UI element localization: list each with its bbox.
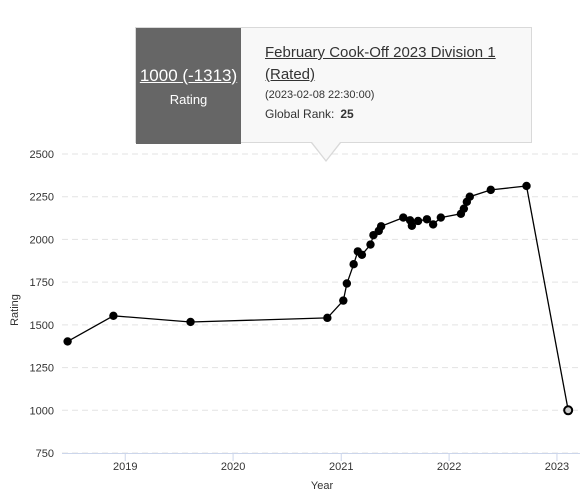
data-point[interactable] <box>399 213 408 222</box>
data-point[interactable] <box>366 240 375 249</box>
data-point[interactable] <box>413 216 423 226</box>
data-point[interactable] <box>428 220 438 229</box>
y-tick-label-2500: 2500 <box>30 149 54 161</box>
data-point[interactable] <box>422 215 432 224</box>
rating-series <box>63 181 574 416</box>
data-point[interactable] <box>459 204 469 213</box>
data-point[interactable] <box>407 221 417 230</box>
x-tick-label-2023: 2023 <box>545 461 569 473</box>
x-tick-label-2019: 2019 <box>113 461 137 473</box>
tooltip-contest-datetime: (2023-02-08 22:30:00) <box>265 89 375 101</box>
data-point[interactable] <box>465 192 474 201</box>
tooltip-arrow <box>312 142 340 160</box>
tooltip-rank-label: Global Rank: <box>265 107 335 121</box>
tooltip-rating-panel: 1000 (-1313) Rating <box>136 28 241 144</box>
data-point[interactable] <box>357 250 367 260</box>
tooltip-rank-value: 25 <box>340 107 354 121</box>
tooltip-details: February Cook-Off 2023 Division 1 (Rated… <box>265 42 520 121</box>
x-tick-label-2021: 2021 <box>329 461 353 473</box>
data-point[interactable] <box>522 181 531 191</box>
grid-lines <box>62 153 580 454</box>
y-tick-label-1250: 1250 <box>30 363 54 375</box>
y-axis-label: Rating <box>9 294 21 326</box>
data-point[interactable] <box>486 185 495 195</box>
y-tick-label-1500: 1500 <box>30 320 54 332</box>
tooltip-rating-change[interactable]: 1000 (-1313) <box>139 66 238 85</box>
data-point[interactable] <box>349 260 358 269</box>
tooltip-contest-title[interactable]: February Cook-Off 2023 Division 1 (Rated… <box>265 44 496 83</box>
y-tick-label-2250: 2250 <box>30 192 54 204</box>
data-point[interactable] <box>186 317 195 327</box>
data-point-highlighted[interactable] <box>563 405 574 416</box>
data-point[interactable] <box>339 296 348 305</box>
y-tick-label-1750: 1750 <box>30 277 54 289</box>
x-tick-label-2020: 2020 <box>221 461 245 473</box>
x-tick-label-2022: 2022 <box>437 461 461 473</box>
data-point[interactable] <box>109 311 118 321</box>
data-point[interactable] <box>63 337 72 346</box>
data-point[interactable] <box>342 279 352 288</box>
data-point[interactable] <box>323 313 332 323</box>
tooltip-global-rank: Global Rank: 25 <box>265 107 520 121</box>
tooltip-rating-label: Rating <box>169 92 208 107</box>
y-tick-label-1000: 1000 <box>30 405 54 417</box>
y-axis-ticks: 750 1000 1250 1500 1750 2000 2250 2500 <box>30 149 54 460</box>
y-tick-label-2000: 2000 <box>30 234 54 246</box>
data-point[interactable] <box>376 222 386 231</box>
rating-line <box>67 185 569 411</box>
contest-tooltip: 1000 (-1313) Rating February Cook-Off 20… <box>135 27 532 144</box>
x-axis: 2019 2020 2021 2022 2023 <box>62 453 580 473</box>
data-point[interactable] <box>436 213 446 222</box>
y-tick-label-750: 750 <box>36 448 54 460</box>
x-axis-label: Year <box>311 480 334 492</box>
